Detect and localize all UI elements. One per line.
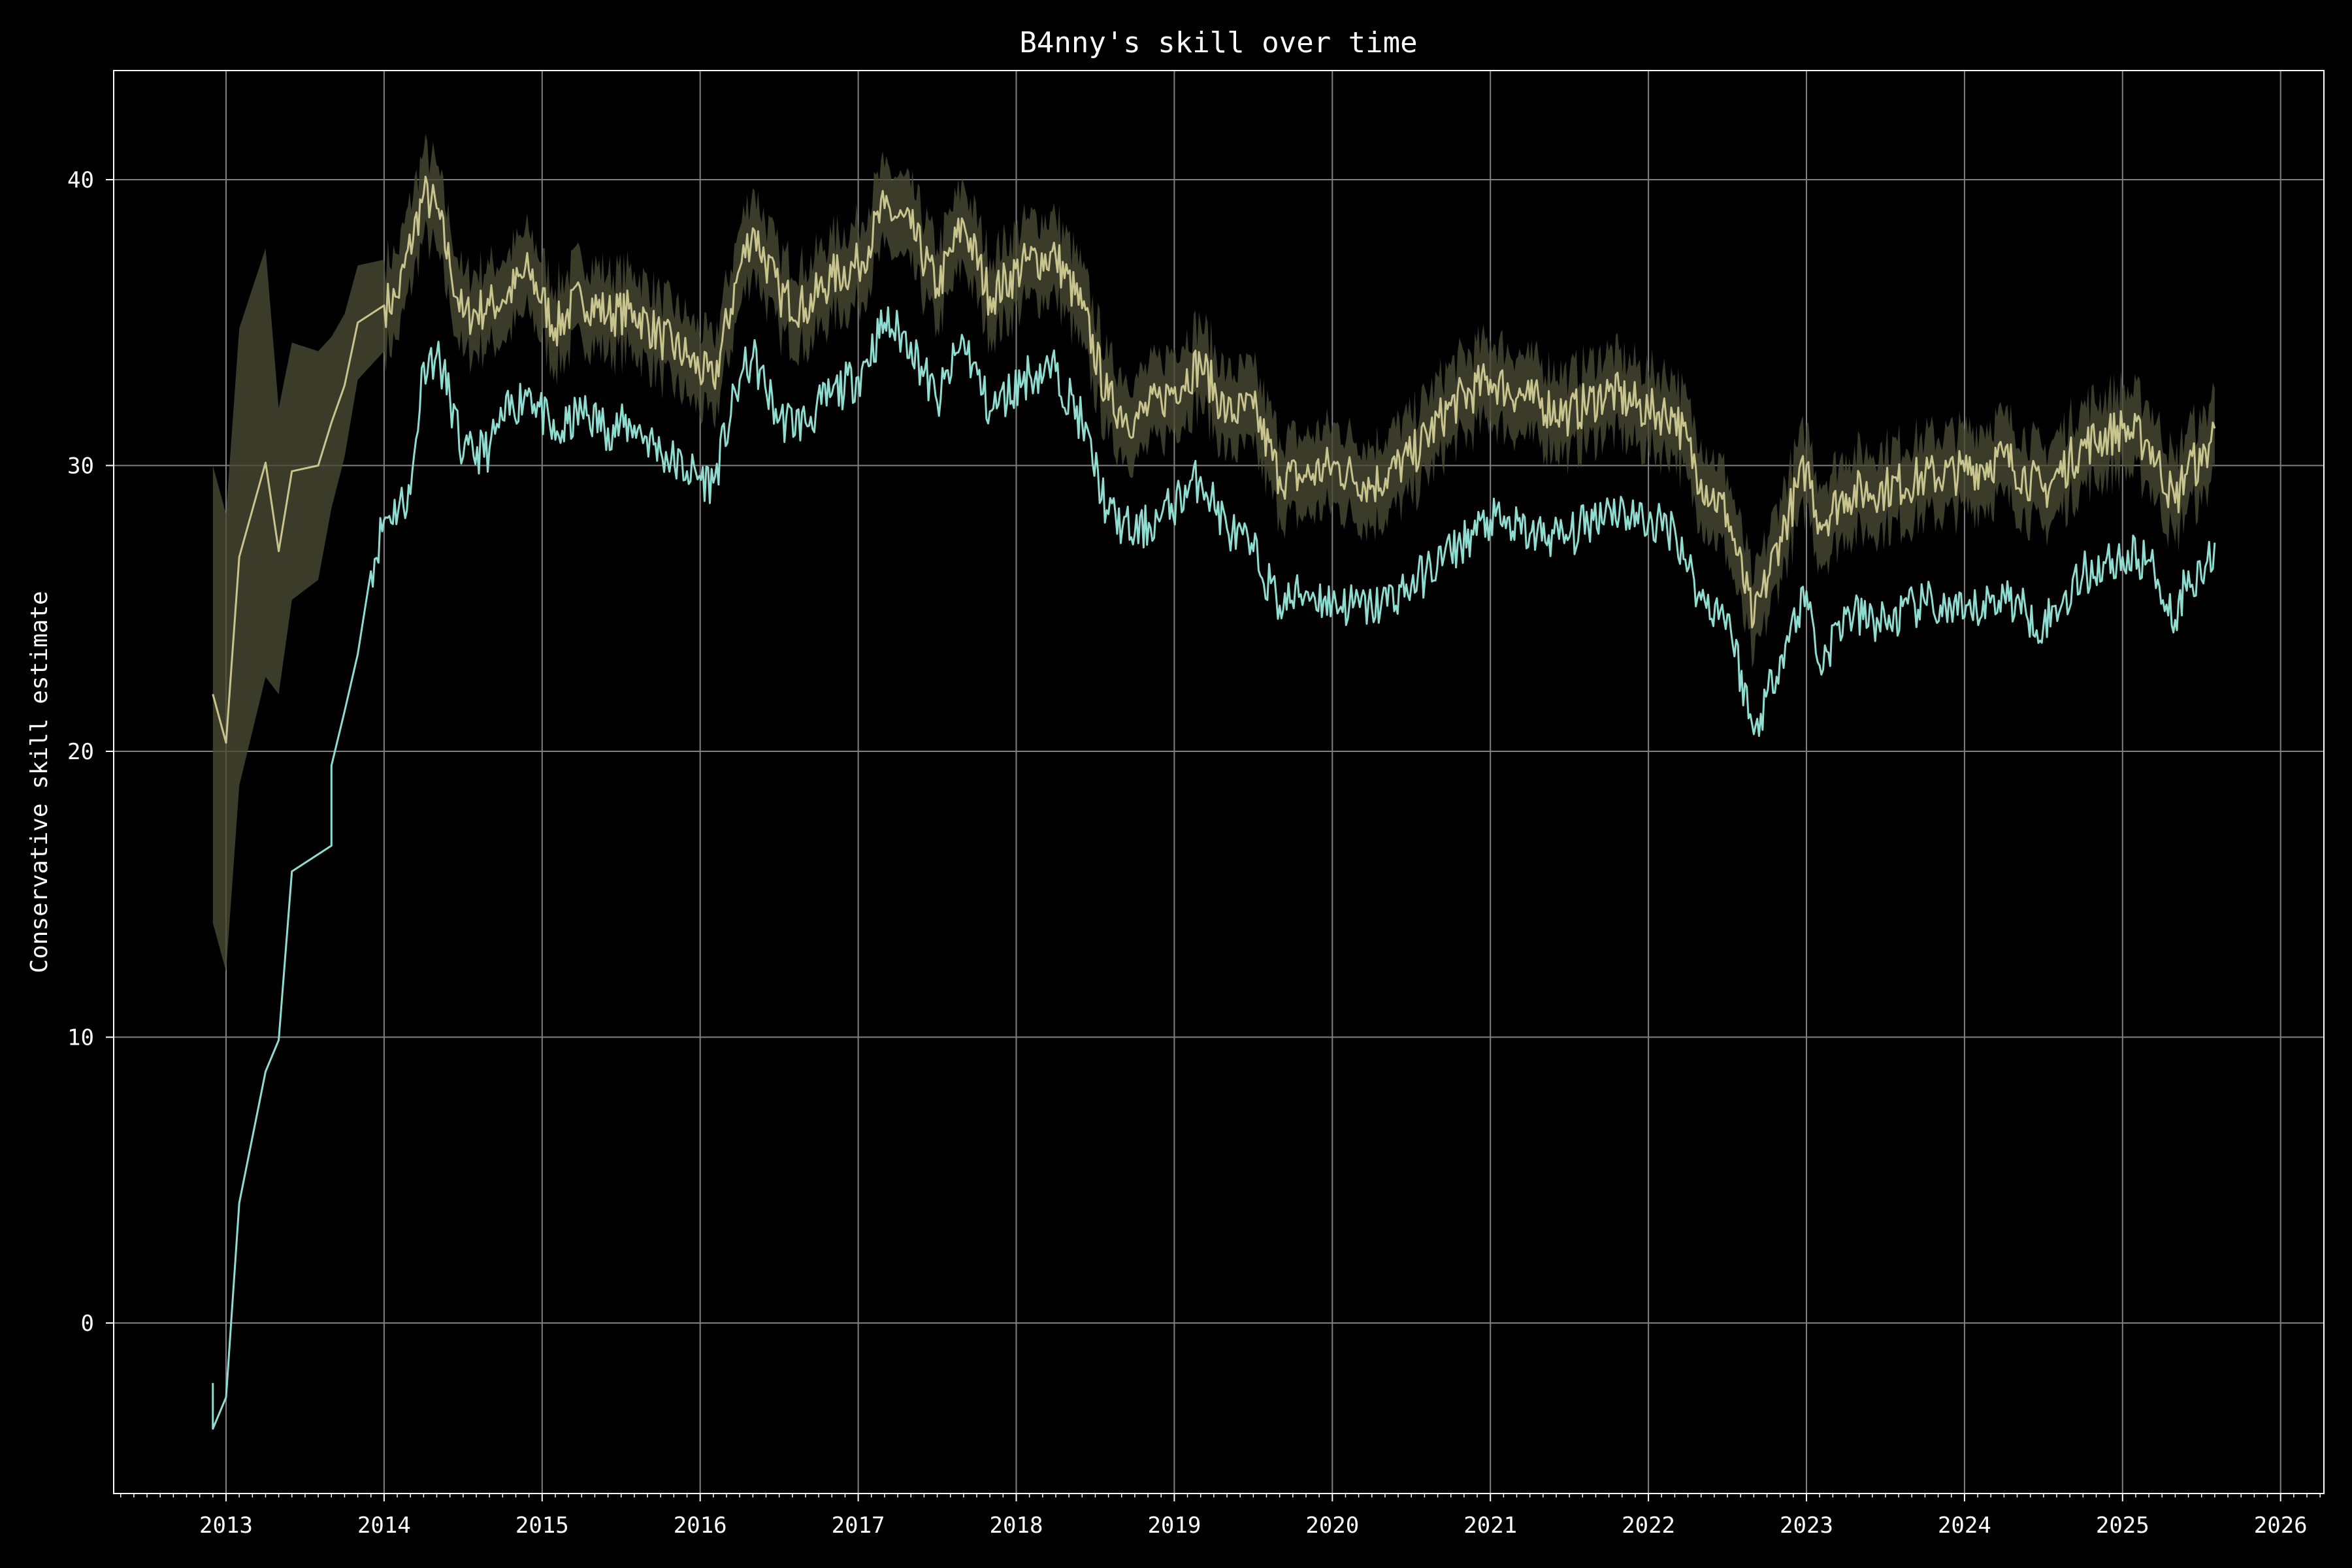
x-tick-label: 2025	[2096, 1512, 2149, 1539]
x-tick-label: 2020	[1305, 1512, 1359, 1539]
x-tick-label: 2021	[1463, 1512, 1517, 1539]
x-tick-label: 2023	[1780, 1512, 1833, 1539]
mean-band-area	[212, 133, 2215, 972]
y-tick-label: 30	[67, 453, 94, 480]
chart-title: B4nny's skill over time	[1019, 26, 1417, 59]
conservative-skill-line	[212, 306, 2216, 1430]
x-tick-label: 2015	[515, 1512, 569, 1539]
x-tick-label: 2019	[1147, 1512, 1201, 1539]
x-tick-label: 2014	[357, 1512, 411, 1539]
y-tick-label: 10	[67, 1025, 94, 1051]
x-tick-label: 2022	[1622, 1512, 1675, 1539]
mean-uncertainty-band	[212, 133, 2215, 972]
plot-frame	[113, 70, 2325, 1494]
x-tick-label: 2024	[1938, 1512, 1991, 1539]
y-tick-label: 0	[81, 1311, 94, 1337]
x-tick-label: 2016	[674, 1512, 727, 1539]
grid	[114, 71, 2324, 1494]
mean-skill-line	[212, 175, 2216, 744]
series-lines	[212, 175, 2216, 1430]
y-axis-label: Conservative skill estimate	[26, 591, 53, 973]
x-tick-label: 2017	[832, 1512, 885, 1539]
y-tick-label: 40	[67, 167, 94, 193]
x-tick-label: 2013	[199, 1512, 253, 1539]
y-tick-label: 20	[67, 739, 94, 765]
x-tick-label: 2018	[990, 1512, 1043, 1539]
axis-ticks: 2013 2014 2015 2016 2017 2018 2019 2020 2021 2022…	[67, 167, 2321, 1539]
x-tick-label: 2026	[2254, 1512, 2308, 1539]
